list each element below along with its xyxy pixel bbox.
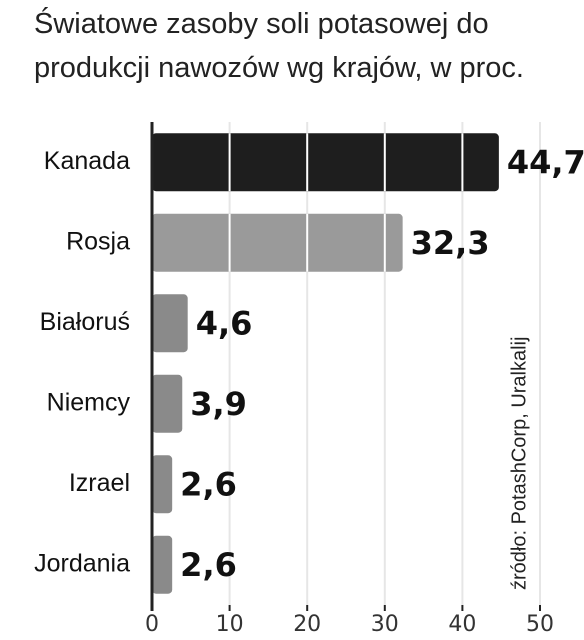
x-tick-label: 20 [293,612,321,637]
bar [152,455,173,514]
bar [152,294,188,353]
x-tick-label: 40 [448,612,476,637]
bar [152,535,173,594]
value-label: 2,6 [180,465,237,503]
bar [152,374,183,433]
value-label: 2,6 [180,546,237,584]
category-label: Białoruś [40,308,130,336]
bar [152,213,403,272]
category-label: Niemcy [47,388,131,416]
category-label: Jordania [34,549,130,577]
value-label: 44,7 [507,143,584,181]
bar [152,133,499,192]
category-label: Izrael [69,469,130,497]
value-label: 4,6 [196,304,253,342]
value-label: 32,3 [411,224,490,262]
x-tick-label: 0 [145,612,159,637]
x-tick-label: 30 [371,612,399,637]
source: źródło: PotashCorp, Uralkalij [508,337,530,590]
chart-title: Światowe zasoby soli potasowej do produk… [34,8,524,84]
x-tick-label: 10 [216,612,244,637]
x-tick-label: 50 [526,612,554,637]
value-label: 3,9 [190,385,247,423]
category-label: Rosja [66,227,130,255]
category-label: Kanada [44,147,130,175]
